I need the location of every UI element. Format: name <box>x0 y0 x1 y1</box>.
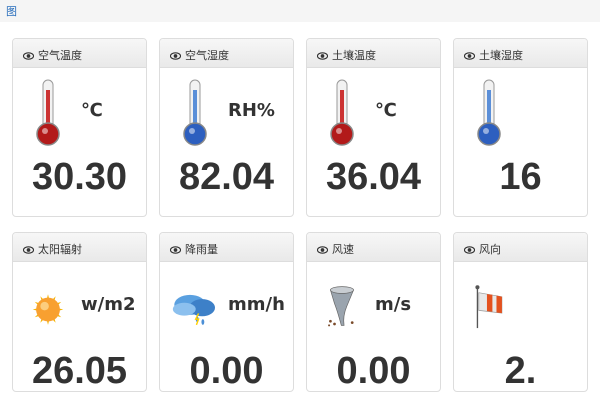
card-header: 土壤湿度 <box>454 39 587 68</box>
unit-label: mm/h <box>228 294 285 315</box>
top-bar: 图 <box>0 0 600 22</box>
card-header: 太阳辐射 <box>13 233 146 262</box>
sensor-card: 空气湿度 RH% 82.04 <box>159 38 294 217</box>
card-title: 风向 <box>479 243 501 256</box>
eye-icon[interactable] <box>22 50 35 63</box>
card-header: 空气湿度 <box>160 39 293 68</box>
card-title: 空气湿度 <box>185 49 229 62</box>
eye-icon[interactable] <box>316 244 329 257</box>
value-readout: 16 <box>499 156 542 198</box>
card-title: 土壤温度 <box>332 49 376 62</box>
eye-icon[interactable] <box>169 244 182 257</box>
breadcrumb[interactable]: 图 <box>6 5 17 18</box>
unit-label: ℃ <box>81 100 103 121</box>
card-header: 土壤温度 <box>307 39 440 68</box>
sensor-card: 土壤湿度 16 <box>453 38 588 217</box>
card-title: 降雨量 <box>185 243 218 256</box>
value-readout: 2. <box>504 350 537 392</box>
sun-icon <box>31 272 65 342</box>
card-title: 土壤湿度 <box>479 49 523 62</box>
rain-cloud-icon <box>170 272 220 342</box>
card-header: 风向 <box>454 233 587 262</box>
sensor-card: 太阳辐射 w/m2 26.05 <box>12 232 147 392</box>
value-readout: 30.30 <box>31 156 128 198</box>
card-header: 降雨量 <box>160 233 293 262</box>
card-header: 空气温度 <box>13 39 146 68</box>
windsock-icon <box>472 272 506 342</box>
sensor-card: 风向 2. <box>453 232 588 392</box>
value-readout: 0.00 <box>189 350 264 392</box>
eye-icon[interactable] <box>316 50 329 63</box>
card-header: 风速 <box>307 233 440 262</box>
eye-icon[interactable] <box>22 244 35 257</box>
unit-label: w/m2 <box>81 294 136 315</box>
unit-label: RH% <box>228 100 275 121</box>
eye-icon[interactable] <box>463 50 476 63</box>
eye-icon[interactable] <box>463 244 476 257</box>
value-readout: 36.04 <box>325 156 422 198</box>
thermometer-blue-icon <box>472 78 506 148</box>
eye-icon[interactable] <box>169 50 182 63</box>
card-title: 空气温度 <box>38 49 82 62</box>
sensor-card: 风速 m/s 0.00 <box>306 232 441 392</box>
thermometer-red-icon <box>31 78 65 148</box>
unit-label: ℃ <box>375 100 397 121</box>
thermometer-blue-icon <box>178 78 212 148</box>
sensor-card: 土壤温度 ℃ 36.04 <box>306 38 441 217</box>
unit-label: m/s <box>375 294 412 315</box>
value-readout: 26.05 <box>31 350 128 392</box>
sensor-card: 降雨量 mm/h 0.00 <box>159 232 294 392</box>
card-title: 太阳辐射 <box>38 243 82 256</box>
value-readout: 82.04 <box>178 156 275 198</box>
card-title: 风速 <box>332 243 354 256</box>
value-readout: 0.00 <box>336 350 411 392</box>
thermometer-red-icon <box>325 78 359 148</box>
tornado-icon <box>325 272 359 342</box>
sensor-card: 空气温度 ℃ 30.30 <box>12 38 147 217</box>
